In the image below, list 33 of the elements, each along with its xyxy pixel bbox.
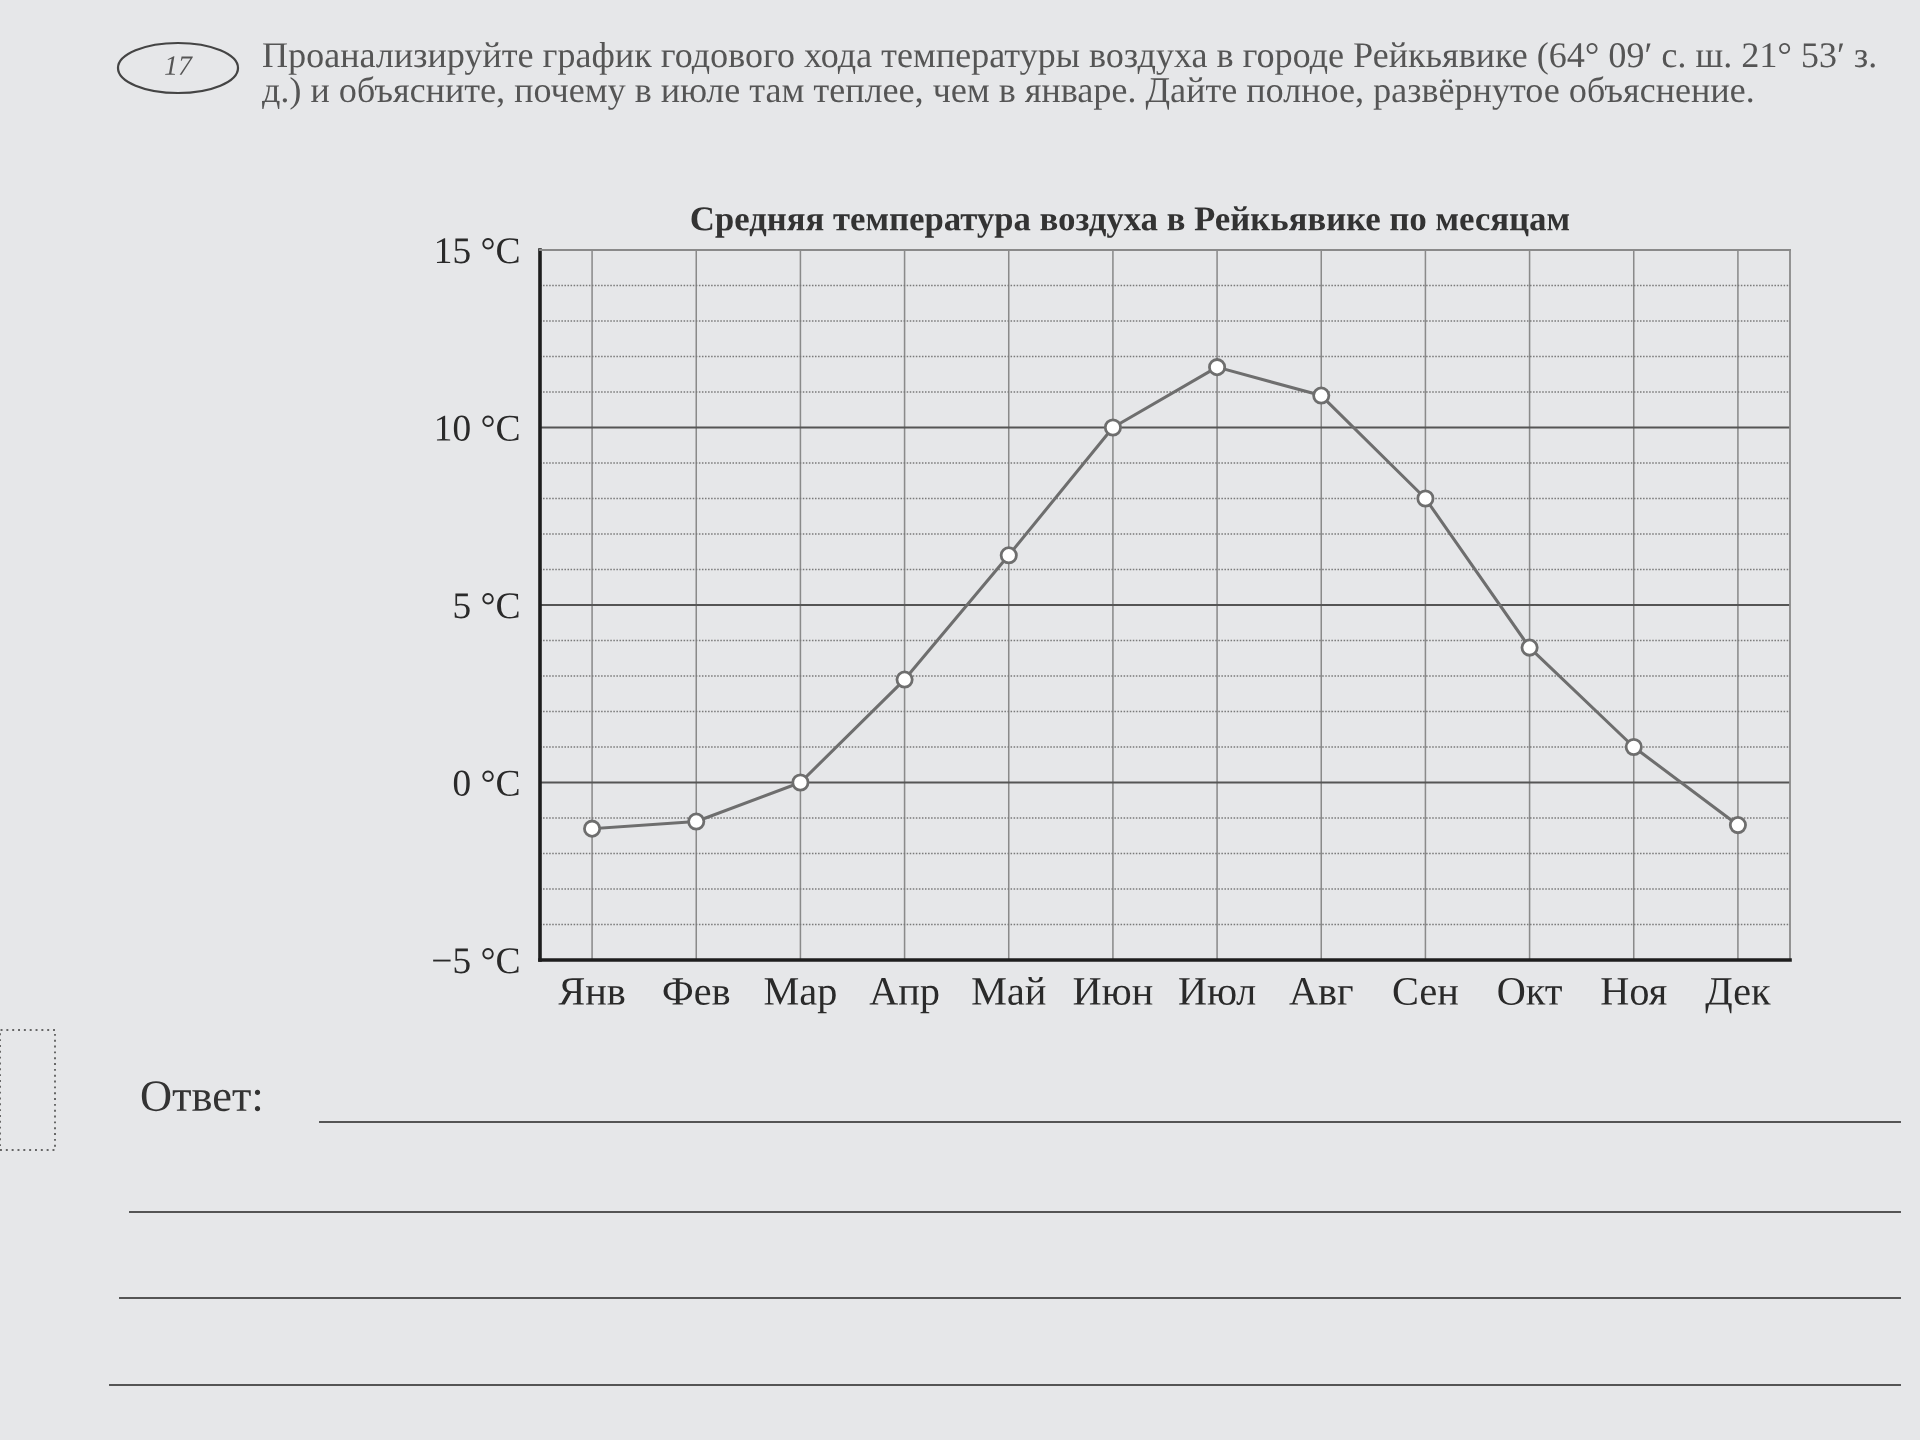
point	[1624, 737, 1643, 757]
point	[999, 546, 1018, 565]
x-tick-label: Июн	[1073, 978, 1153, 1006]
point	[1208, 358, 1227, 377]
text: Ответ:	[141, 1081, 261, 1112]
y-tick-label: 15 °C	[436, 238, 519, 264]
point	[1728, 816, 1747, 835]
point	[895, 670, 914, 689]
text: Проанализируйте график годового хода температуры воздуха в городе Рейкьявике (64° 09′ с. ш. 21° 53′ з. д.) и объясните, почему в июле там теплее, чем в январе. Дайте полное, развёрнутое объяснение.	[262, 42, 1875, 110]
x-tick-label: Фев	[663, 978, 730, 1006]
y-tick-label: 10 °C	[436, 415, 519, 441]
chart-title: Средняя температура воздуха в Рейкьявике по месяцам	[691, 206, 1570, 238]
x-tick-label: Сен	[1393, 977, 1458, 1006]
y-tick-label: 0 °C	[453, 770, 519, 796]
x-tick-label: Окт	[1498, 977, 1562, 1006]
x-tick-label: Апр	[869, 978, 939, 1014]
point	[1520, 638, 1539, 657]
point	[791, 773, 810, 792]
text: 17	[165, 56, 193, 75]
point	[583, 819, 602, 838]
point	[687, 812, 706, 831]
point	[1312, 386, 1331, 405]
x-tick-label: Июл	[1179, 978, 1256, 1006]
x-tick-label: Май	[972, 977, 1046, 1006]
x-tick-label: Ноя	[1601, 978, 1667, 1006]
x-tick-label: Авг	[1289, 978, 1353, 1005]
x-tick-label: Дек	[1705, 978, 1771, 1014]
y-tick-label: 5 °C	[454, 593, 519, 619]
point	[1416, 489, 1435, 508]
x-tick-label: Янв	[558, 978, 625, 1005]
y-tick-label: −5 °C	[433, 948, 519, 974]
x-tick-label: Мар	[764, 978, 836, 1014]
point	[1103, 418, 1122, 437]
